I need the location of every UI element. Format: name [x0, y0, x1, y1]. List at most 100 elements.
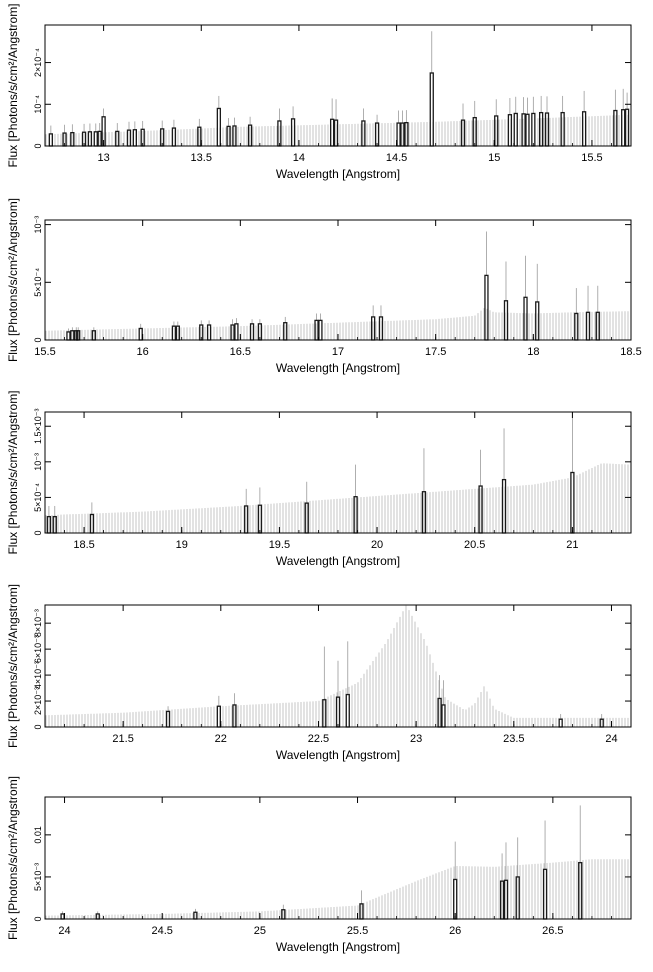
- data-series: [48, 31, 630, 147]
- data-bar: [216, 107, 221, 147]
- data-bar: [329, 118, 335, 147]
- data-bar: [441, 704, 446, 728]
- data-bar: [249, 323, 255, 341]
- data-bar: [165, 710, 171, 728]
- spectrum-panel-4: 21.5 22 22.5 23 23.5 24 0 2×10⁻³4×10⁻³6×10⁻³8×1…: [6, 584, 632, 762]
- data-bar: [335, 696, 341, 728]
- x-tick-label: 13: [97, 152, 109, 164]
- data-bar: [599, 718, 604, 728]
- y-tick-label: 2×10⁻⁴: [33, 48, 43, 77]
- data-bar: [138, 327, 143, 341]
- x-tick-label: 17.5: [425, 346, 446, 358]
- y-tick-label: 2×10⁻³: [33, 687, 43, 715]
- data-bar: [574, 312, 579, 341]
- y-tick-label: 5×10⁻⁴: [33, 483, 43, 512]
- data-bar: [283, 322, 288, 341]
- spectrum-panel-3: 18.5 19 19.5 20 20.5 21 0 5×10⁻⁴ 10⁻³ 1.5×10⁻³ Wav…: [6, 390, 632, 568]
- y-tick-label: 4×10⁻³: [33, 661, 43, 689]
- spectrum-panel-5: 24 24.5 25 25.5 26 26.5 0 5×10⁻³ 0.01 Wavelength …: [6, 776, 632, 954]
- y-axis-label: Flux [Photons/s/cm²/Angstrom]: [6, 198, 20, 362]
- data-bar: [70, 330, 75, 341]
- x-tick-label: 18.5: [620, 346, 641, 358]
- data-bar: [318, 319, 323, 341]
- x-tick-label: 20.5: [464, 539, 485, 551]
- data-bar: [48, 133, 54, 147]
- model-spectrum: [45, 308, 629, 340]
- data-bar: [333, 119, 339, 147]
- x-tick-label: 25.5: [347, 925, 368, 937]
- data-bar: [585, 311, 591, 341]
- data-bar: [290, 118, 296, 147]
- x-tick-label: 24: [58, 925, 70, 937]
- data-bar: [437, 697, 442, 728]
- x-tick-label: 15: [488, 152, 500, 164]
- x-tick-label: 19: [176, 539, 188, 551]
- y-tick-label: 8×10⁻³: [33, 609, 43, 637]
- x-tick-label: 26: [449, 925, 461, 937]
- y-axis-label: Flux [Photons/s/cm²/Angstrom]: [6, 390, 20, 554]
- y-tick-label: 0: [33, 916, 43, 921]
- x-tick-label: 18: [527, 346, 539, 358]
- data-bar: [542, 868, 548, 920]
- data-bar: [89, 513, 95, 534]
- data-bar: [93, 131, 98, 147]
- data-bar: [193, 911, 198, 920]
- data-bar: [503, 300, 509, 341]
- x-tick-label: 14.5: [386, 152, 407, 164]
- data-bar: [484, 274, 489, 341]
- x-tick-label: 16.5: [230, 346, 251, 358]
- x-tick-label: 14: [293, 152, 305, 164]
- data-bar: [244, 505, 249, 534]
- x-axis-label: Wavelength [Angstrom]: [276, 554, 400, 568]
- x-tick-label: 17: [332, 346, 344, 358]
- spectrum-panel-2: 15.5 16 16.5 17 17.5 18 18.5 0 5×10⁻⁴ 10⁻³ Wavelen…: [6, 198, 642, 375]
- data-bar: [503, 879, 509, 920]
- y-axis-label: Flux [Photons/s/cm²/Angstrom]: [6, 3, 20, 167]
- x-axis-label: Wavelength [Angstrom]: [276, 940, 400, 954]
- x-tick-label: 19.5: [269, 539, 290, 551]
- data-bar: [613, 109, 618, 147]
- x-tick-label: 22.5: [308, 733, 329, 745]
- data-bar: [525, 113, 530, 147]
- data-bar: [66, 331, 71, 341]
- data-bar: [345, 693, 350, 728]
- data-series: [60, 805, 583, 920]
- data-bar: [70, 131, 75, 147]
- data-bar: [378, 316, 384, 341]
- data-bar: [126, 129, 132, 147]
- data-series: [46, 412, 575, 534]
- x-tick-label: 23: [410, 733, 422, 745]
- data-bar: [230, 324, 235, 341]
- data-bar: [171, 325, 177, 341]
- data-series: [66, 231, 600, 341]
- x-tick-label: 21.5: [112, 733, 133, 745]
- data-bar: [535, 301, 540, 341]
- x-tick-label: 15.5: [34, 346, 55, 358]
- data-bar: [132, 129, 138, 147]
- data-bar: [314, 319, 319, 341]
- data-bar: [624, 108, 630, 147]
- x-tick-label: 23.5: [503, 733, 524, 745]
- x-axis-label: Wavelength [Angstrom]: [276, 361, 400, 375]
- x-tick-label: 13.5: [191, 152, 212, 164]
- data-bar: [521, 113, 526, 147]
- y-tick-label: 5×10⁻³: [33, 863, 43, 891]
- data-bar: [257, 504, 263, 534]
- y-axis-label: Flux [Photons/s/cm²/Angstrom]: [6, 776, 20, 940]
- data-bar: [513, 112, 518, 147]
- y-tick-label: 1.5×10⁻³: [33, 408, 43, 444]
- data-bar: [206, 324, 212, 341]
- data-bar: [621, 109, 626, 147]
- data-bar: [115, 130, 120, 147]
- spectrum-panel-1: 13 13.5 14 14.5 15 15.5 0 10⁻⁴ 2×10⁻⁴ Wavelength …: [6, 3, 632, 181]
- data-bar: [216, 705, 221, 728]
- data-bar: [374, 122, 380, 147]
- y-tick-label: 10⁻³: [33, 216, 43, 234]
- data-bar: [322, 699, 327, 728]
- x-tick-label: 15.5: [581, 152, 602, 164]
- x-tick-label: 26.5: [542, 925, 563, 937]
- data-bar: [400, 122, 405, 147]
- x-tick-label: 24.5: [151, 925, 172, 937]
- data-bar: [95, 913, 100, 920]
